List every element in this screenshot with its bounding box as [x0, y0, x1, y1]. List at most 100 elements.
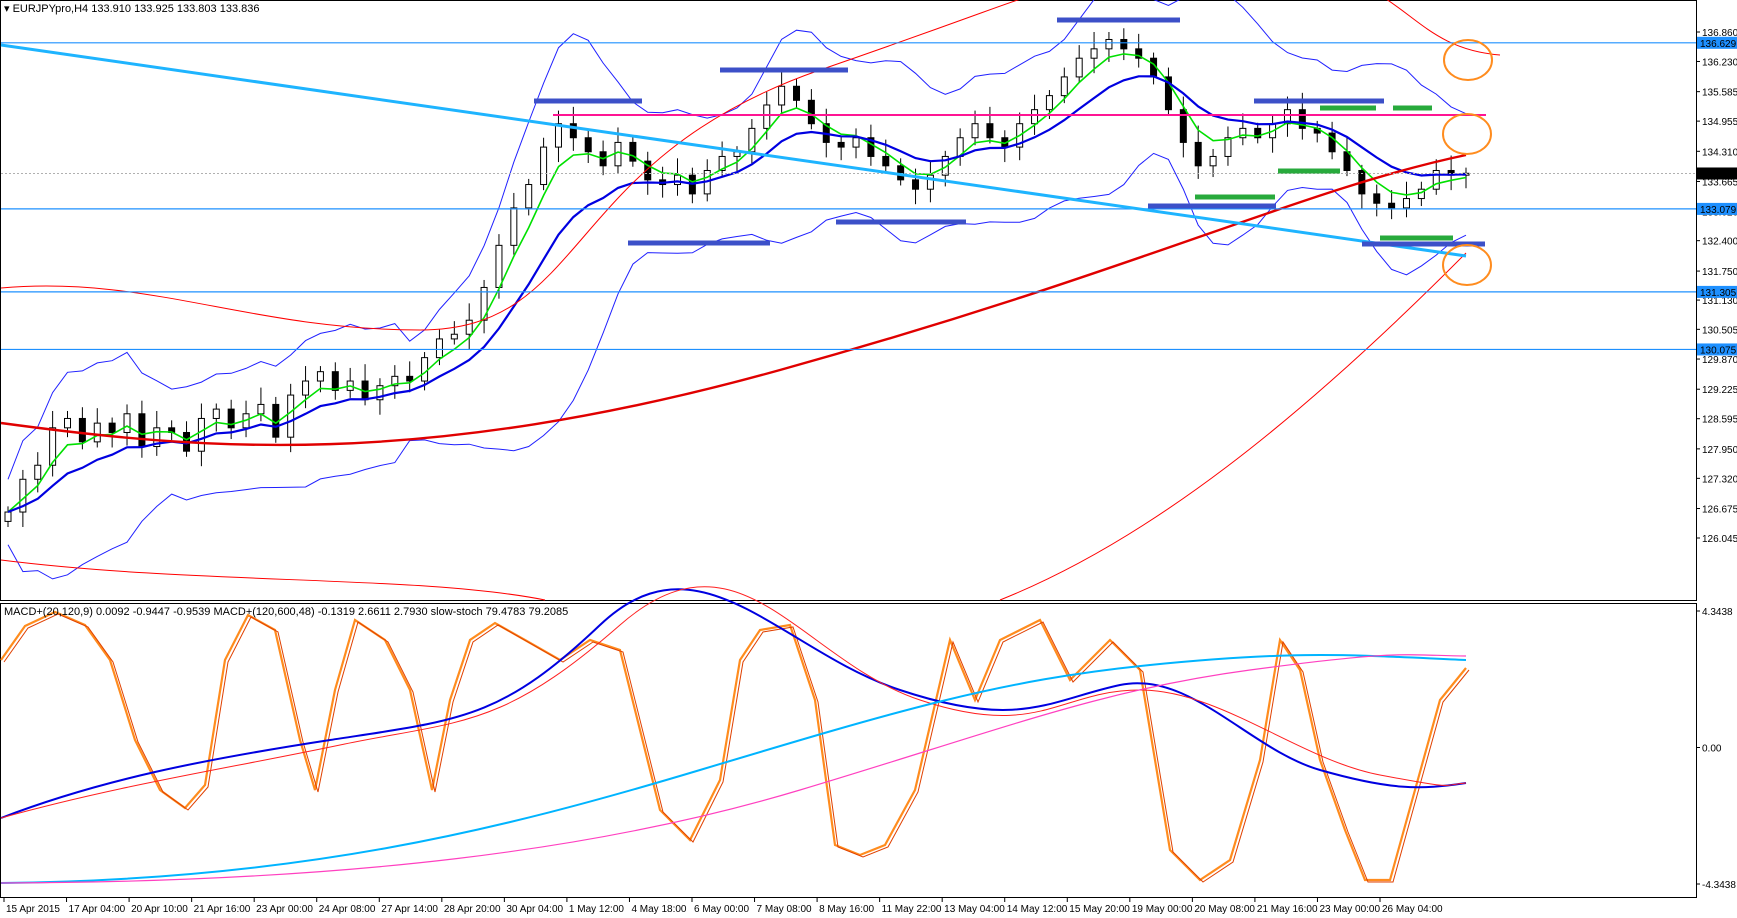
candle-body[interactable] — [287, 394, 295, 438]
candle-body[interactable] — [376, 385, 384, 401]
candle-body[interactable] — [1045, 95, 1053, 111]
candle-body[interactable] — [123, 413, 131, 433]
candle-body[interactable] — [1209, 155, 1217, 167]
candle-body[interactable] — [1194, 141, 1202, 167]
candle-body[interactable] — [257, 403, 265, 415]
trendline[interactable] — [0, 43, 1467, 258]
candle-body[interactable] — [34, 464, 42, 480]
price-panel[interactable] — [0, 0, 1501, 601]
candle-body[interactable] — [1090, 48, 1098, 59]
candle-body[interactable] — [1432, 169, 1440, 190]
candle-body[interactable] — [614, 141, 622, 167]
candle-body[interactable] — [1239, 127, 1247, 139]
candle-body[interactable] — [212, 408, 220, 419]
level-label: 131.305 — [1700, 288, 1737, 299]
time-tick-label: 17 Apr 04:00 — [69, 904, 126, 915]
candle-body[interactable] — [1298, 109, 1306, 129]
candle-body[interactable] — [1224, 137, 1232, 157]
candle-body[interactable] — [1164, 76, 1172, 111]
candle-body[interactable] — [197, 417, 205, 452]
candle-body[interactable] — [465, 319, 473, 335]
time-tick-label: 27 Apr 14:00 — [381, 904, 438, 915]
candle-body[interactable] — [49, 427, 57, 466]
price-tick-label: 135.585 — [1702, 88, 1737, 99]
symbol-label: EURJPYpro,H4 — [13, 3, 89, 15]
slow-stoch-line — [0, 610, 1467, 882]
candle-body[interactable] — [421, 357, 429, 382]
candle-body[interactable] — [435, 338, 443, 359]
candle-body[interactable] — [1060, 76, 1068, 97]
candle-body[interactable] — [971, 123, 979, 139]
candle-body[interactable] — [867, 137, 875, 157]
candle-body[interactable] — [495, 244, 503, 288]
candle-body[interactable] — [78, 417, 86, 443]
candle-body[interactable] — [108, 422, 116, 433]
candle-body[interactable] — [331, 371, 339, 391]
candle-body[interactable] — [540, 146, 548, 186]
envelope-lower-right-line — [999, 252, 1467, 601]
candle-body[interactable] — [138, 413, 146, 448]
current-price-box — [1697, 167, 1737, 180]
candle-body[interactable] — [153, 427, 161, 448]
candle-body[interactable] — [316, 371, 324, 382]
level-label-box — [1697, 285, 1737, 298]
candle-body[interactable] — [1402, 198, 1410, 209]
candle-body[interactable] — [1179, 109, 1187, 143]
candle-body[interactable] — [4, 511, 12, 522]
candle-body[interactable] — [569, 123, 577, 139]
candle-body[interactable] — [93, 422, 101, 443]
candle-body[interactable] — [673, 174, 681, 186]
candle-body[interactable] — [584, 137, 592, 153]
candle-body[interactable] — [480, 286, 488, 321]
candle-body[interactable] — [510, 207, 518, 246]
candle-body[interactable] — [406, 375, 414, 382]
candle-body[interactable] — [778, 85, 786, 106]
candle-body[interactable] — [1075, 57, 1083, 78]
envelope-upper-line — [0, 0, 1020, 331]
price-tick-label: 131.130 — [1702, 296, 1737, 307]
indicator-panel[interactable] — [0, 586, 1470, 884]
time-tick-label: 23 May 00:00 — [1319, 904, 1380, 915]
candle-body[interactable] — [986, 123, 994, 139]
candle-body[interactable] — [1254, 127, 1262, 139]
candle-body[interactable] — [525, 184, 533, 209]
macd-fast-signal-line — [0, 586, 1467, 819]
candle-body[interactable] — [450, 333, 458, 340]
candle-body[interactable] — [912, 179, 920, 190]
candle-body[interactable] — [1343, 151, 1351, 171]
candle-body[interactable] — [302, 380, 310, 396]
candle-body[interactable] — [718, 155, 726, 171]
candle-body[interactable] — [837, 141, 845, 148]
candle-body[interactable] — [1120, 38, 1128, 50]
candle-body[interactable] — [644, 160, 652, 181]
candle-body[interactable] — [554, 123, 562, 148]
level-label: 133.079 — [1700, 205, 1737, 216]
time-tick-label: 7 May 08:00 — [757, 904, 812, 915]
price-axis: 136.860 136.230 135.585 134.955 134.310 133.6… — [1696, 28, 1737, 545]
price-tick-label: 127.950 — [1702, 445, 1737, 456]
candle-body[interactable] — [227, 408, 235, 429]
indicator-axis: 4.3438 0.00 -4.3438 — [1696, 607, 1736, 891]
candle-body[interactable] — [1105, 38, 1113, 50]
candle-body[interactable] — [1328, 132, 1336, 153]
candle-body[interactable] — [1388, 202, 1396, 209]
candle-body[interactable] — [391, 375, 399, 387]
candle-body[interactable] — [882, 155, 890, 167]
candle-body[interactable] — [807, 99, 815, 125]
candle-body[interactable] — [1031, 109, 1039, 125]
candle-body[interactable] — [629, 141, 637, 162]
candle-body[interactable] — [852, 137, 860, 148]
candle-body[interactable] — [1283, 109, 1291, 125]
candle-body[interactable] — [763, 104, 771, 129]
candle-body[interactable] — [1135, 48, 1143, 59]
candle-body[interactable] — [64, 417, 72, 429]
candle-body[interactable] — [1373, 193, 1381, 204]
candle-body[interactable] — [793, 85, 801, 101]
macd-fast-line — [0, 588, 1467, 819]
time-tick-label: 19 May 00:00 — [1132, 904, 1193, 915]
time-tick-label: 15 May 20:00 — [1069, 904, 1130, 915]
price-tick-label: 127.320 — [1702, 474, 1737, 485]
bollinger-lower-line — [7, 152, 1467, 580]
candle-body[interactable] — [1417, 188, 1425, 200]
